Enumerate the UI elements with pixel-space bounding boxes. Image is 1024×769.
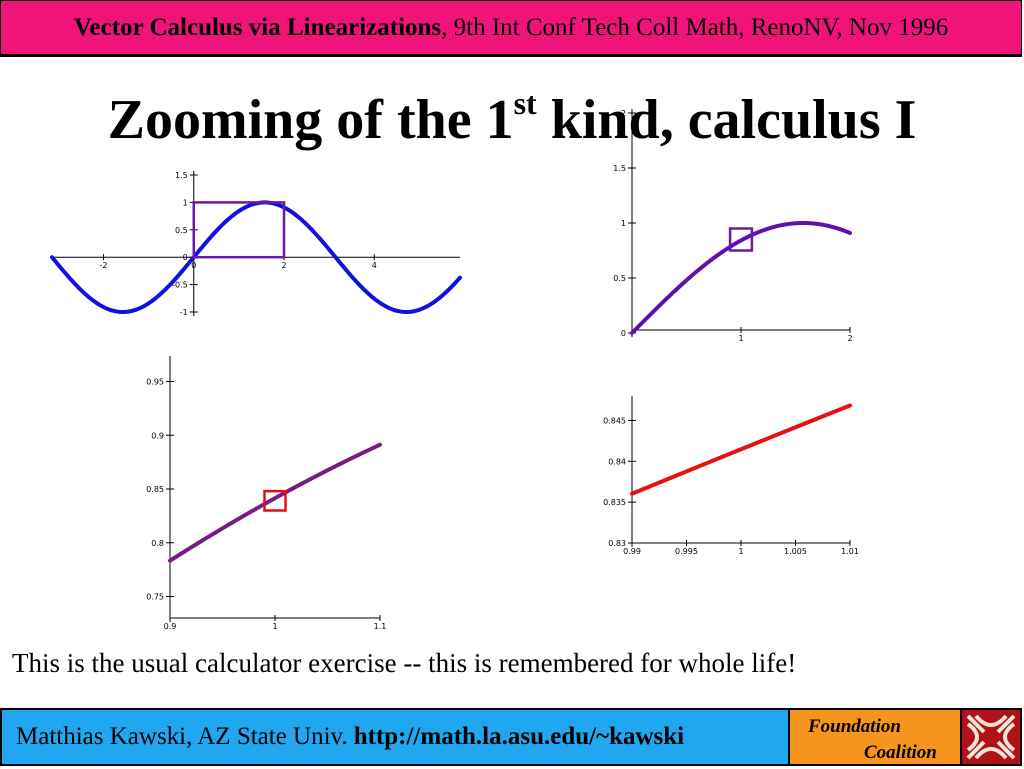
x-tick-label: 1.1 <box>374 622 387 631</box>
slide-title-main: Zooming of the 1 <box>107 89 514 151</box>
y-tick-label: 0.5 <box>613 274 626 283</box>
coalition-line2: Coalition <box>864 742 937 763</box>
slide-title-end: kind, calculus I <box>536 89 917 151</box>
x-tick-label: 1 <box>738 547 743 556</box>
x-tick-label: 0.9 <box>164 622 177 631</box>
x-tick-label: 4 <box>372 261 377 270</box>
coalition-line1: Foundation <box>808 716 901 737</box>
slide-title: Zooming of the 1st kind, calculus I <box>0 87 1024 151</box>
slide-title-superscript: st <box>513 85 537 121</box>
zoom-box <box>192 201 286 259</box>
y-tick-label: 0.95 <box>146 378 164 387</box>
y-tick-label: 0.75 <box>146 593 164 602</box>
chart-4: 0.845 0.84 0.835 0.830.99 0.995 1 1.005 1.01 <box>603 396 859 556</box>
chart-1: 1.5 1 0.5 0 -0.5 -1 -2 0 2 4 <box>50 171 462 317</box>
caption: This is the usual calculator exercise --… <box>12 648 797 678</box>
header-title-rest: , 9th Int Conf Tech Coll Math, RenoNV, N… <box>441 13 949 41</box>
x-tick-label: 2 <box>847 334 852 343</box>
x-tick-label: 1 <box>272 622 277 631</box>
x-tick-label: 1.01 <box>841 547 859 556</box>
curve-line <box>168 442 382 563</box>
foundation-coalition-logo-icon <box>962 708 1022 766</box>
y-tick-label: 0.84 <box>608 457 626 466</box>
y-tick-label: -1 <box>180 308 188 317</box>
y-tick-label: 2 <box>621 109 626 118</box>
zoom-box <box>728 227 754 252</box>
header-title-bold: Vector Calculus via Linearizations <box>73 13 442 41</box>
x-tick-label: 0 <box>191 261 196 270</box>
y-tick-label: 1.5 <box>613 164 626 173</box>
y-tick-label: 0.83 <box>608 539 626 548</box>
chart-2: 2 1.5 1 0.5 0 1 2 <box>613 109 853 343</box>
y-tick-label: 0 <box>621 329 626 338</box>
curve-line <box>630 221 852 335</box>
zoom-box <box>263 489 287 512</box>
y-tick-label: 0 <box>183 253 188 262</box>
y-tick-label: 0.85 <box>146 485 164 494</box>
footer-bar: Matthias Kawski, AZ State Univ. http://m… <box>0 708 790 766</box>
x-tick-label: -2 <box>100 261 108 270</box>
chart-3: 0.95 0.9 0.85 0.8 0.75 0.9 1 1.1 <box>146 356 386 631</box>
logo-mark-icon <box>966 714 1016 760</box>
y-tick-label: 0.835 <box>603 498 626 507</box>
footer-author: Matthias Kawski, AZ State Univ. <box>16 723 348 750</box>
y-tick-label: 1 <box>621 219 626 228</box>
x-tick-label: 1.005 <box>784 547 807 556</box>
foundation-coalition-label: Foundation Coalition <box>790 708 962 766</box>
y-tick-label: 0.9 <box>151 431 164 440</box>
x-tick-label: 0.99 <box>623 547 641 556</box>
header-banner: Vector Calculus via Linearizations, 9th … <box>0 0 1022 57</box>
y-tick-label: 0.845 <box>603 416 626 425</box>
x-tick-label: 1 <box>738 334 743 343</box>
curve-line <box>630 403 852 496</box>
footer-url[interactable]: http://math.la.asu.edu/~kawski <box>353 723 685 750</box>
y-tick-label: 0.8 <box>151 539 164 548</box>
y-tick-label: 1 <box>183 198 188 207</box>
y-tick-label: 0.5 <box>175 226 188 235</box>
x-tick-label: 2 <box>281 261 286 270</box>
x-tick-label: 0.995 <box>675 547 698 556</box>
y-tick-label: 1.5 <box>175 171 188 180</box>
y-tick-label: -0.5 <box>172 281 188 290</box>
